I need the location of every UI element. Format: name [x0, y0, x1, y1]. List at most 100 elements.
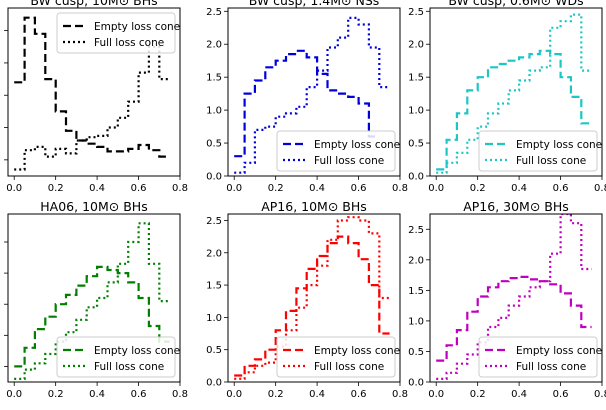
x-tick-label: 0.0 [226, 389, 242, 400]
legend-label: Empty loss cone [94, 345, 180, 357]
x-tick-label: 0.2 [268, 183, 284, 194]
series-group [14, 222, 170, 380]
y-tick-label: 0.5 [408, 139, 424, 150]
y-tick-label: 2.0 [206, 248, 222, 259]
panel-title: HA06, 10M⊙ BHs [40, 199, 147, 214]
legend-box [276, 336, 396, 378]
full-loss-cone-line [14, 45, 170, 171]
x-tick-label: 0.4 [511, 183, 527, 194]
axes-frame [429, 213, 603, 383]
y-tick-label: 2.5 [206, 216, 222, 227]
axes-frame [227, 213, 401, 383]
legend-label: Empty loss cone [314, 345, 400, 357]
empty-loss-cone-line [14, 16, 170, 158]
panel-3: BW cusp, 0.6M⊙ WDs 0.0 0.2 0.4 0.6 0.8 0.0 0.5 1… [408, 0, 606, 194]
panel-title: AP16, 30M⊙ BHs [463, 199, 569, 214]
y-tick-label: 1.0 [408, 316, 424, 327]
x-tick-label: 0.8 [172, 183, 188, 194]
panel-5: AP16, 10M⊙ BHs 0.0 0.2 0.4 0.6 0.8 0.0 0.5 1.0 1.… [206, 199, 408, 400]
x-tick-label: 0.6 [553, 183, 569, 194]
legend-label: Empty loss cone [94, 21, 180, 33]
x-tick-label: 0.0 [428, 183, 444, 194]
legend-box [478, 336, 598, 378]
x-tick-label: 0.4 [89, 183, 105, 194]
y-tick-label: 0.5 [206, 139, 222, 150]
x-tick-label: 0.2 [48, 389, 64, 400]
x-tick-label: 0.0 [428, 389, 444, 400]
legend-label: Full loss cone [314, 361, 384, 373]
legend-box [478, 130, 598, 172]
legend-label: Empty loss cone [516, 139, 602, 151]
x-tick-label: 0.6 [131, 389, 147, 400]
legend-box [56, 12, 176, 54]
axes-frame [227, 7, 401, 177]
legend: Empty loss cone Full loss cone [478, 130, 602, 172]
legend-label: Full loss cone [314, 155, 384, 167]
y-tick-label: 2.0 [408, 255, 424, 266]
y-tick-label: 1.0 [206, 313, 222, 324]
series-group [234, 216, 390, 380]
legend: Empty loss cone Full loss cone [56, 336, 180, 378]
panel-2: BW cusp, 1.4M⊙ NSs 0.0 0.2 0.4 0.6 0.8 0.0 0.5 1… [206, 0, 408, 194]
legend: Empty loss cone Full loss cone [56, 12, 180, 54]
full-loss-cone-line [234, 216, 390, 380]
y-tick-label: 0.0 [408, 172, 424, 183]
y-tick-label: 1.5 [206, 73, 222, 84]
axes-frame [429, 7, 603, 177]
empty-loss-cone-line [14, 265, 170, 368]
y-tick-label: 0.0 [206, 378, 222, 389]
x-tick-label: 0.8 [172, 389, 188, 400]
x-tick-label: 0.4 [309, 183, 325, 194]
legend-label: Empty loss cone [314, 139, 400, 151]
panel-4: HA06, 10M⊙ BHs 0.0 0.2 0.4 0.6 0.8 Empty loss … [4, 199, 188, 400]
legend-label: Empty loss cone [516, 345, 602, 357]
panel-title: BW cusp, 0.6M⊙ WDs [448, 0, 583, 8]
x-tick-label: 0.6 [351, 183, 367, 194]
legend-label: Full loss cone [94, 37, 164, 49]
y-tick-label: 2.0 [408, 40, 424, 51]
full-loss-cone-line [14, 222, 170, 380]
y-tick-label: 0.5 [408, 347, 424, 358]
x-tick-label: 0.4 [511, 389, 527, 400]
legend-label: Full loss cone [516, 155, 586, 167]
x-tick-label: 0.6 [131, 183, 147, 194]
y-tick-label: 1.0 [206, 106, 222, 117]
legend-label: Full loss cone [516, 361, 586, 373]
x-tick-label: 0.0 [226, 183, 242, 194]
x-tick-label: 0.8 [594, 183, 606, 194]
empty-loss-cone-line [234, 49, 380, 158]
x-tick-label: 0.6 [351, 389, 367, 400]
empty-loss-cone-line [436, 49, 592, 171]
y-tick-label: 1.5 [408, 73, 424, 84]
x-tick-label: 0.8 [392, 183, 408, 194]
x-tick-label: 0.2 [470, 183, 486, 194]
legend: Empty loss cone Full loss cone [276, 130, 400, 172]
x-tick-label: 0.0 [6, 183, 22, 194]
x-tick-label: 0.8 [594, 389, 606, 400]
series-group [436, 13, 592, 174]
y-tick-label: 2.0 [206, 40, 222, 51]
y-tick-label: 2.5 [206, 7, 222, 18]
full-loss-cone-line [436, 13, 592, 174]
axes-frame [7, 213, 181, 383]
y-tick-label: 2.5 [408, 7, 424, 18]
empty-loss-cone-line [234, 235, 390, 377]
axes-frame [7, 7, 181, 177]
legend-box [56, 336, 176, 378]
panel-title: BW cusp, 1.4M⊙ NSs [249, 0, 380, 8]
legend: Empty loss cone Full loss cone [478, 336, 602, 378]
y-tick-label: 1.5 [408, 286, 424, 297]
y-tick-label: 1.0 [408, 106, 424, 117]
panel-6: AP16, 30M⊙ BHs 0.0 0.2 0.4 0.6 0.8 0.0 0.5 1.0 1.… [408, 199, 606, 400]
legend-box [276, 130, 396, 172]
x-tick-label: 0.0 [6, 389, 22, 400]
empty-loss-cone-line [436, 275, 592, 362]
x-tick-label: 0.8 [392, 389, 408, 400]
full-loss-cone-line [436, 214, 592, 380]
x-tick-label: 0.2 [268, 389, 284, 400]
y-tick-label: 1.5 [206, 281, 222, 292]
panel-title: AP16, 10M⊙ BHs [261, 199, 367, 214]
y-tick-label: 0.0 [408, 378, 424, 389]
legend-label: Full loss cone [94, 361, 164, 373]
